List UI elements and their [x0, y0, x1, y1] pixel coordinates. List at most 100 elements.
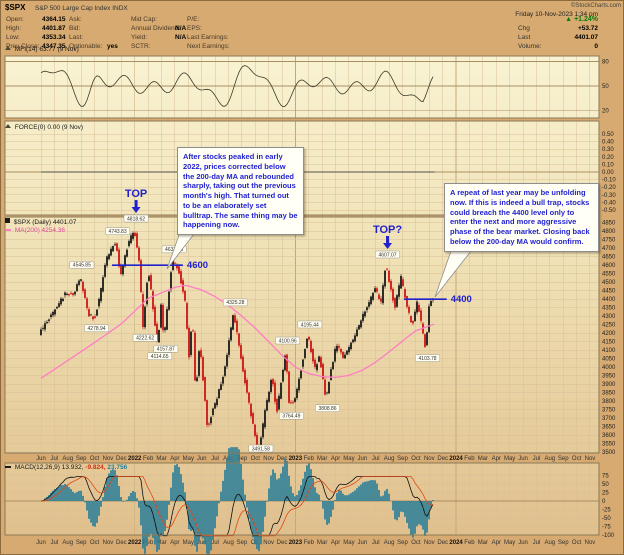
svg-text:Apr: Apr: [331, 540, 340, 546]
svg-text:3950: 3950: [602, 374, 616, 380]
svg-text:Nov: Nov: [263, 540, 274, 546]
price-legend-text: $SPX (Daily) 4401.07: [13, 219, 77, 226]
quote-field-value: yes: [107, 43, 118, 50]
svg-text:Aug: Aug: [544, 540, 555, 546]
svg-text:Mar: Mar: [478, 540, 488, 546]
svg-text:4500: 4500: [602, 280, 616, 286]
svg-text:2023: 2023: [289, 456, 303, 462]
svg-text:Jul: Jul: [211, 456, 219, 462]
svg-text:Jun: Jun: [197, 456, 207, 462]
svg-text:-100: -100: [602, 533, 615, 539]
mfi-legend-text: MFI(14) 63.77 (9 Nov): [14, 46, 79, 53]
svg-text:4000: 4000: [602, 365, 616, 371]
svg-text:4743.83: 4743.83: [109, 229, 127, 235]
svg-text:3850: 3850: [602, 391, 616, 397]
svg-text:Sep: Sep: [558, 540, 569, 546]
svg-text:Jun: Jun: [36, 456, 46, 462]
quote-field-label: Annual Dividend:: [131, 25, 181, 32]
svg-text:Feb: Feb: [304, 540, 315, 546]
svg-text:Sep: Sep: [237, 540, 248, 546]
quote-field-label: SCTR:: [131, 43, 151, 50]
svg-text:3650: 3650: [602, 425, 616, 431]
svg-text:Nov: Nov: [424, 540, 435, 546]
svg-text:Sep: Sep: [397, 456, 408, 462]
svg-text:4818.62: 4818.62: [127, 216, 145, 222]
svg-text:-0.20: -0.20: [602, 185, 616, 191]
svg-text:-0.30: -0.30: [602, 193, 616, 199]
svg-text:Nov: Nov: [263, 456, 274, 462]
svg-text:Jun: Jun: [358, 540, 368, 546]
svg-text:80: 80: [602, 59, 609, 65]
svg-text:20: 20: [602, 109, 609, 115]
svg-text:Mar: Mar: [317, 456, 327, 462]
svg-text:3900: 3900: [602, 382, 616, 388]
quote-change-line: Last 4401.07: [518, 34, 598, 41]
level-annotations: 4600 4400: [111, 260, 472, 305]
svg-text:Jun: Jun: [358, 456, 368, 462]
ma200-line: [40, 284, 435, 379]
svg-text:4607.07: 4607.07: [378, 252, 396, 258]
svg-text:Feb: Feb: [143, 540, 154, 546]
percent-change-value: +1.24%: [574, 16, 598, 23]
force-legend: FORCE(0) 0.00 (9 Nov): [5, 124, 83, 131]
macd-line-swatch-icon: [5, 466, 11, 468]
svg-text:Mar: Mar: [478, 456, 488, 462]
callout2-text: A repeat of last year may be unfolding n…: [450, 188, 590, 246]
svg-text:4600: 4600: [187, 260, 208, 271]
quote-field-label: Optionable:: [69, 43, 103, 50]
svg-text:TOP?: TOP?: [373, 224, 402, 236]
quote-datetime: Friday 10-Nov-2023 1:34 pm: [515, 11, 598, 18]
svg-text:3550: 3550: [602, 442, 616, 448]
svg-text:Aug: Aug: [62, 540, 73, 546]
svg-text:Dec: Dec: [116, 540, 127, 546]
svg-text:4050: 4050: [602, 357, 616, 363]
svg-text:-0.40: -0.40: [602, 200, 616, 206]
quote-change-label: Volume:: [518, 43, 542, 50]
svg-text:May: May: [343, 456, 354, 462]
quote-field-label: Bid:: [69, 25, 81, 32]
price-candles: [40, 231, 434, 454]
svg-text:Oct: Oct: [90, 456, 100, 462]
svg-text:Feb: Feb: [143, 456, 154, 462]
quote-field-label: Low:: [6, 34, 20, 41]
svg-text:3808.86: 3808.86: [319, 406, 337, 412]
svg-text:May: May: [504, 456, 515, 462]
svg-text:Dec: Dec: [277, 540, 288, 546]
svg-text:4300: 4300: [602, 314, 616, 320]
quote-field-label: Ask:: [69, 16, 82, 23]
macd-legend-text: MACD(12,26,9) 13.932,: [14, 464, 84, 471]
quote-field-label: Next Earnings:: [187, 43, 230, 50]
svg-text:Nov: Nov: [103, 540, 114, 546]
svg-text:4325.28: 4325.28: [226, 300, 244, 306]
svg-text:4400: 4400: [451, 294, 472, 305]
svg-text:Jun: Jun: [197, 540, 207, 546]
svg-text:4103.78: 4103.78: [419, 356, 437, 362]
macd-legend: MACD(12,26,9) 13.932, -9.824, 23.756: [5, 464, 127, 471]
ma200-legend-text: MA(200) 4254.36: [14, 227, 66, 234]
svg-text:Jul: Jul: [372, 456, 380, 462]
svg-text:4750: 4750: [602, 238, 616, 244]
svg-text:Nov: Nov: [424, 456, 435, 462]
svg-text:Jul: Jul: [51, 456, 59, 462]
svg-text:Nov: Nov: [585, 456, 596, 462]
source-credit: ©StockCharts.com: [570, 3, 621, 9]
price-legend: $SPX (Daily) 4401.07: [5, 218, 76, 226]
svg-text:Dec: Dec: [437, 540, 448, 546]
svg-text:4600: 4600: [602, 263, 616, 269]
quote-change-value: 0: [594, 43, 598, 50]
svg-text:3600: 3600: [602, 433, 616, 439]
mfi-line: [40, 65, 434, 108]
svg-text:Oct: Oct: [572, 456, 582, 462]
svg-text:Oct: Oct: [411, 540, 421, 546]
svg-text:0.50: 0.50: [602, 132, 614, 138]
svg-text:0.00: 0.00: [602, 170, 614, 176]
svg-text:0.20: 0.20: [602, 155, 614, 161]
svg-text:4545.85: 4545.85: [73, 263, 91, 269]
quote-change-label: Last: [518, 34, 531, 41]
indicator-collapse-icon: [5, 124, 11, 128]
svg-text:Jul: Jul: [533, 540, 541, 546]
month-axis-labels: Jun Jul Aug Sep Oct Nov Dec 2022 Feb Mar Apr May Jun…: [36, 456, 595, 546]
svg-text:4157.87: 4157.87: [157, 347, 175, 353]
force-legend-text: FORCE(0) 0.00 (9 Nov): [14, 124, 84, 131]
indicator-collapse-icon: [5, 46, 11, 50]
